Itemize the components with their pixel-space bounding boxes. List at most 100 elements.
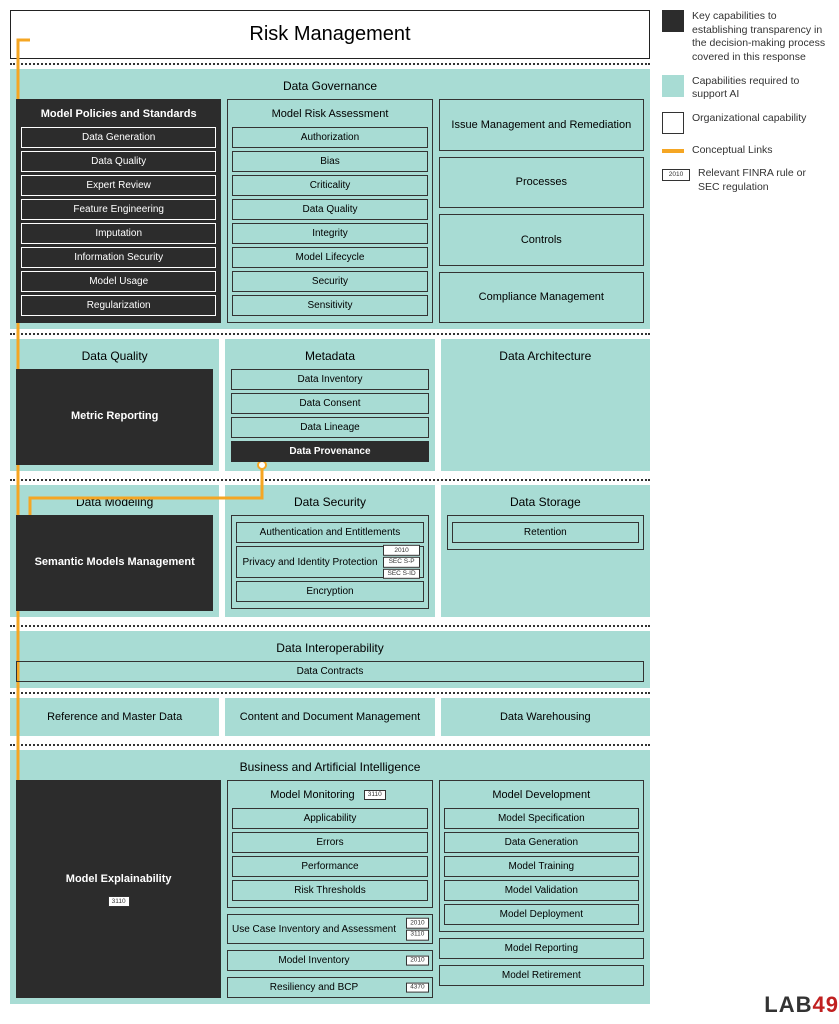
- gov-item: Controls: [439, 214, 644, 266]
- metadata-item-provenance: Data Provenance: [231, 441, 428, 462]
- metadata-item: Data Inventory: [231, 369, 428, 390]
- plain-panel: Reference and Master Data: [10, 698, 219, 736]
- lab49-logo: LAB49: [764, 992, 839, 1018]
- panel-policies: Model Policies and Standards Data Genera…: [16, 99, 221, 323]
- panel-title: Model Monitoring 3110: [232, 787, 427, 805]
- risk-item: Criticality: [232, 175, 427, 196]
- section-title: Data Architecture: [447, 345, 644, 369]
- panel-title: Model Policies and Standards: [21, 106, 216, 124]
- panel-governance-right: Issue Management and Remediation Process…: [439, 99, 644, 323]
- rule-badge: 3110: [108, 896, 130, 907]
- bi-col2: Model Monitoring 3110 Applicability Erro…: [227, 780, 432, 998]
- logo-text: LAB: [764, 992, 812, 1017]
- section-title: Data Security: [231, 491, 428, 515]
- panel-title: Semantic Models Management: [21, 554, 208, 572]
- legend-text: Organizational capability: [692, 112, 806, 126]
- rule-badge: SEC S-P: [383, 557, 419, 568]
- item-label: Model Inventory: [278, 955, 349, 966]
- section-title: Data Governance: [16, 75, 644, 99]
- section-interoperability: Data Interoperability Data Contracts: [10, 631, 650, 688]
- section-title: Metadata: [231, 345, 428, 369]
- title-text: Model Monitoring: [270, 789, 354, 801]
- legend-row: Capabilities required to support AI: [662, 75, 827, 102]
- legend-text: Relevant FINRA rule or SEC regulation: [698, 167, 827, 194]
- policy-item: Data Generation: [21, 127, 216, 148]
- policy-item: Expert Review: [21, 175, 216, 196]
- metadata-item: Data Consent: [231, 393, 428, 414]
- separator: [10, 333, 650, 335]
- item-label: Resiliency and BCP: [270, 982, 358, 993]
- logo-num: 49: [813, 992, 839, 1017]
- policy-item: Feature Engineering: [21, 199, 216, 220]
- section-modeling: Data Modeling Semantic Models Management…: [10, 485, 650, 617]
- legend-row: 2010 Relevant FINRA rule or SEC regulati…: [662, 167, 827, 194]
- bi-item: Use Case Inventory and Assessment 2010 3…: [227, 914, 432, 944]
- main-column: Risk Management Data Governance Model Po…: [10, 10, 650, 1008]
- swatch-badge: 2010: [662, 169, 690, 181]
- legend-row: Key capabilities to establishing transpa…: [662, 10, 827, 65]
- metadata-item: Data Lineage: [231, 417, 428, 438]
- legend-text: Conceptual Links: [692, 144, 773, 158]
- swatch-link-line: [662, 149, 684, 153]
- legend-row: Organizational capability: [662, 112, 827, 134]
- gov-item: Issue Management and Remediation: [439, 99, 644, 151]
- swatch-outline: [662, 112, 684, 134]
- panel-data-storage: Retention: [447, 515, 644, 550]
- title-box: Risk Management: [10, 10, 650, 59]
- panel-metadata: Data Inventory Data Consent Data Lineage…: [231, 369, 428, 462]
- risk-item: Data Quality: [232, 199, 427, 220]
- rule-badge: 3110: [406, 930, 428, 941]
- section-title: Data Quality: [16, 345, 213, 369]
- dev-item: Model Specification: [444, 808, 639, 829]
- panel-title: Model Risk Assessment: [232, 106, 427, 124]
- policy-item: Imputation: [21, 223, 216, 244]
- separator: [10, 692, 650, 694]
- legend-text: Capabilities required to support AI: [692, 75, 827, 102]
- panel-development: Model Development Model Specification Da…: [439, 780, 644, 932]
- item-label: Authentication and Entitlements: [260, 527, 401, 538]
- panel-risk-assessment: Model Risk Assessment Authorization Bias…: [227, 99, 432, 323]
- bi-item: Resiliency and BCP 4370: [227, 977, 432, 998]
- panel-semantic-models: Semantic Models Management: [16, 515, 213, 611]
- security-item: Encryption: [236, 581, 423, 602]
- rule-badge: 2010: [383, 545, 419, 556]
- legend-text: Key capabilities to establishing transpa…: [692, 10, 827, 65]
- section-title: Data Storage: [447, 491, 644, 515]
- policy-item: Model Usage: [21, 271, 216, 292]
- risk-item: Sensitivity: [232, 295, 427, 316]
- rule-badge: 2010: [406, 918, 428, 929]
- dev-item: Model Training: [444, 856, 639, 877]
- gov-item: Compliance Management: [439, 272, 644, 324]
- swatch-teal: [662, 75, 684, 97]
- bi-item: Model Inventory 2010: [227, 950, 432, 971]
- policy-item: Information Security: [21, 247, 216, 268]
- plain-panel: Data Warehousing: [441, 698, 650, 736]
- risk-item: Model Lifecycle: [232, 247, 427, 268]
- monitoring-item: Applicability: [232, 808, 427, 829]
- section-title: Data Modeling: [16, 491, 213, 515]
- risk-item: Authorization: [232, 127, 427, 148]
- item-label: Use Case Inventory and Assessment: [232, 924, 396, 935]
- section-bi: Business and Artificial Intelligence Mod…: [10, 750, 650, 1004]
- rule-badge: 2010: [406, 955, 428, 966]
- section-title: Business and Artificial Intelligence: [16, 756, 644, 780]
- monitoring-item: Errors: [232, 832, 427, 853]
- separator: [10, 63, 650, 65]
- panel-title: Model Explainability: [66, 871, 172, 889]
- gov-item: Processes: [439, 157, 644, 209]
- bi-item: Model Reporting: [439, 938, 644, 959]
- rule-badge: SEC S-ID: [383, 568, 419, 579]
- policy-item: Regularization: [21, 295, 216, 316]
- section-quality: Data Quality Metric Reporting Metadata D…: [10, 339, 650, 471]
- security-item: Privacy and Identity Protection 2010 SEC…: [236, 546, 423, 578]
- panel-title: Metric Reporting: [21, 408, 208, 426]
- item-label: Encryption: [306, 586, 353, 597]
- storage-item: Retention: [452, 522, 639, 543]
- panel-explainability: Model Explainability 3110: [16, 780, 221, 998]
- rule-badge: 3110: [364, 790, 386, 801]
- risk-item: Security: [232, 271, 427, 292]
- panel-data-security: Authentication and Entitlements Privacy …: [231, 515, 428, 609]
- panel-title: Model Development: [444, 787, 639, 805]
- dev-item: Model Deployment: [444, 904, 639, 925]
- interop-item: Data Contracts: [16, 661, 644, 682]
